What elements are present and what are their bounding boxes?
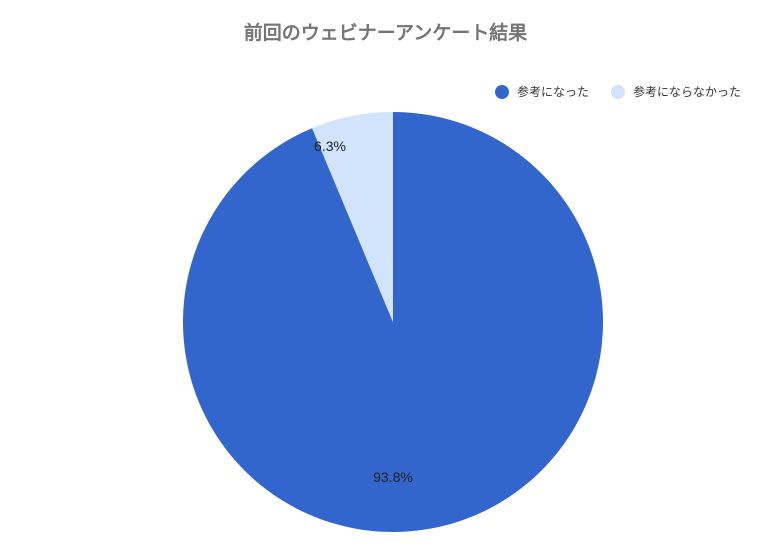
legend-label-not-helpful: 参考にならなかった <box>633 83 741 100</box>
chart-title: 前回のウェビナーアンケート結果 <box>0 18 771 45</box>
slice-label-not-helpful: 6.3% <box>314 138 346 154</box>
legend-label-helpful: 参考になった <box>517 83 589 100</box>
pie-chart: 93.8% 6.3% <box>183 112 603 532</box>
slice-label-helpful: 93.8% <box>373 469 413 485</box>
chart-container: 前回のウェビナーアンケート結果 参考になった 参考にならなかった 93.8% 6… <box>0 0 771 553</box>
chart-legend: 参考になった 参考にならなかった <box>495 83 741 100</box>
legend-swatch-helpful <box>495 85 509 99</box>
legend-item-not-helpful: 参考にならなかった <box>611 83 741 100</box>
legend-swatch-not-helpful <box>611 85 625 99</box>
legend-item-helpful: 参考になった <box>495 83 589 100</box>
